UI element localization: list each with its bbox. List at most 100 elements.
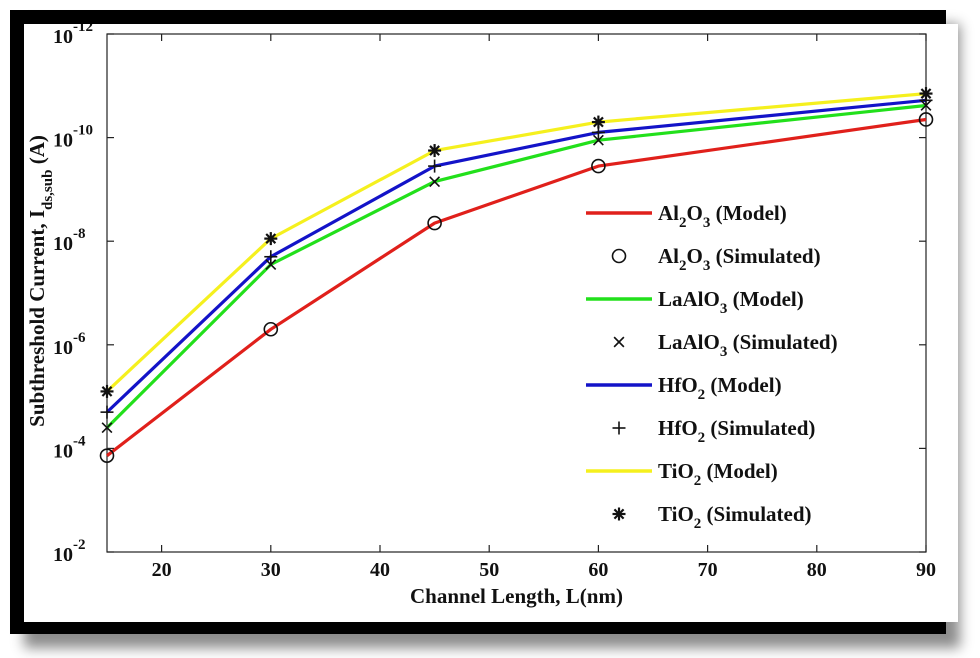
y-tick-base-5: 10	[53, 26, 73, 48]
y-axis-title-main: Subthreshold Current, I	[25, 210, 49, 427]
y-tick-base-0: 10	[53, 544, 73, 566]
series-marker-3-2-stroke-3	[429, 145, 440, 156]
y-tick-label-4: 10-10	[53, 123, 93, 152]
series-marker-1-1	[265, 259, 277, 270]
y-tick-exp-1: -4	[73, 433, 86, 449]
y-tick-base-3: 10	[53, 233, 73, 255]
series-marker-0-0	[99, 448, 115, 463]
series-marker-3-1	[264, 232, 278, 246]
y-axis-title-unit: (A)	[25, 135, 49, 169]
legend-label-7-base: TiO	[658, 502, 694, 526]
x-axis-title: Channel Length, L(nm)	[410, 584, 623, 608]
y-tick-label-0: 10-2	[53, 537, 86, 566]
legend-label-1-base: Al	[658, 244, 679, 268]
y-axis-title: Subthreshold Current, Ids,sub (A)	[25, 135, 56, 427]
y-tick-label-5: 10-12	[53, 24, 93, 48]
legend-label-7: TiO2 (Simulated)	[658, 502, 812, 532]
legend-label-1-suffix: (Simulated)	[710, 244, 820, 268]
series-marker-3-0-stroke-3	[101, 386, 113, 397]
legend-label-1: Al2O3 (Simulated)	[658, 244, 821, 274]
y-tick-base-2: 10	[53, 337, 73, 359]
x-tick-label-7: 90	[916, 559, 936, 581]
legend-label-3-suffix: (Simulated)	[727, 330, 837, 354]
legend-label-7-sub: 2	[694, 516, 702, 532]
series-marker-0-1	[263, 321, 279, 337]
series-marker-1-3	[592, 134, 604, 146]
series-marker-0-1-shape	[263, 321, 279, 337]
y-tick-base-1: 10	[53, 440, 73, 462]
x-tick-label-3: 50	[479, 559, 499, 581]
series-marker-0-3	[591, 158, 606, 174]
x-tick-label-4: 60	[588, 559, 608, 581]
legend-label-5-suffix: (Simulated)	[705, 416, 815, 440]
legend-swatch-3	[613, 336, 625, 348]
legend-label-0-sub2: 3	[703, 215, 711, 231]
series-marker-3-1-stroke-3	[265, 233, 277, 244]
series-marker-0-2	[427, 215, 442, 231]
series-marker-1-2	[429, 176, 441, 188]
series-marker-3-3	[591, 115, 605, 129]
legend-label-0: Al2O3 (Model)	[658, 201, 787, 231]
legend-label-3-base: LaAlO	[658, 330, 720, 354]
legend-label-4-suffix: (Model)	[705, 373, 781, 397]
legend-label-2: LaAlO3 (Model)	[658, 287, 804, 317]
legend-label-0-suffix: (Model)	[710, 201, 786, 225]
y-tick-label-1: 10-4	[53, 433, 86, 462]
y-tick-exp-3: -8	[73, 226, 86, 242]
series-marker-1-1-stroke-b	[265, 259, 277, 270]
y-tick-label-2: 10-6	[53, 330, 86, 359]
x-tick-label-0: 20	[152, 559, 172, 581]
axes-layer: 20 30 40 50 60 70 80 9010-210-410-610-810-1010-…	[25, 24, 936, 608]
y-tick-label-3: 10-8	[53, 226, 86, 255]
legend-label-6: TiO2 (Model)	[658, 459, 778, 489]
y-tick-exp-0: -2	[73, 537, 86, 553]
x-tick-label-2: 40	[370, 559, 390, 581]
series-marker-0-3-shape	[591, 158, 606, 174]
legend-swatch-1-shape	[611, 248, 627, 264]
legend-label-1-rest: O	[687, 244, 703, 268]
legend-label-4: HfO2 (Model)	[658, 373, 782, 403]
y-tick-exp-2: -6	[73, 330, 86, 346]
legend-label-4-base: HfO	[658, 373, 698, 397]
series-line-0	[106, 117, 927, 457]
legend-swatch-3-stroke-b	[613, 336, 625, 348]
series-marker-2-1	[264, 250, 278, 264]
series-marker-3-4-stroke-3	[920, 88, 932, 99]
legend-label-5-sub: 2	[698, 430, 706, 446]
series-marker-3-2	[428, 144, 442, 158]
legend-swatch-1	[611, 248, 627, 264]
legend-label-3-sub: 3	[720, 344, 728, 360]
y-tick-exp-5: -12	[73, 24, 93, 35]
legend-label-1-sub2: 3	[703, 258, 711, 274]
legend-label-0-rest: O	[687, 201, 703, 225]
legend-label-4-sub: 2	[698, 387, 706, 403]
legend-label-5-base: HfO	[658, 416, 698, 440]
x-tick-label-1: 30	[261, 559, 281, 581]
legend-label-2-sub: 3	[720, 301, 728, 317]
legend-swatch-7	[612, 507, 626, 521]
y-axis-title-sub: ds,sub	[40, 170, 56, 210]
legend: Al2O3 (Model)Al2O3 (Simulated)LaAlO3 (Mo…	[586, 201, 838, 532]
markers-layer	[99, 87, 934, 463]
legend-label-3: LaAlO3 (Simulated)	[658, 330, 838, 360]
figure-panel: 20 30 40 50 60 70 80 90 10-2 10-4 10-6 10-8 10-10 10-…	[24, 24, 958, 622]
series-marker-0-4	[918, 112, 934, 127]
series-marker-3-4	[919, 87, 933, 101]
series-marker-1-0	[101, 422, 113, 434]
legend-label-2-base: LaAlO	[658, 287, 720, 311]
legend-label-0-base: Al	[658, 201, 679, 225]
series-marker-0-0-shape	[99, 448, 115, 463]
legend-label-1-sub: 2	[679, 258, 687, 274]
series-marker-0-4-shape	[918, 112, 934, 127]
y-tick-exp-4: -10	[73, 123, 93, 139]
legend-label-6-sub: 2	[694, 473, 702, 489]
legend-label-7-suffix: (Simulated)	[701, 502, 811, 526]
legend-label-6-suffix: (Model)	[701, 459, 777, 483]
legend-swatch-5	[612, 421, 626, 435]
series-marker-3-0	[100, 384, 114, 398]
chart: 20 30 40 50 60 70 80 9010-210-410-610-810-1010-…	[25, 24, 936, 608]
legend-label-6-base: TiO	[658, 459, 694, 483]
x-tick-label-6: 80	[807, 559, 827, 581]
legend-label-0-sub: 2	[679, 215, 687, 231]
series-marker-2-0	[100, 405, 114, 419]
